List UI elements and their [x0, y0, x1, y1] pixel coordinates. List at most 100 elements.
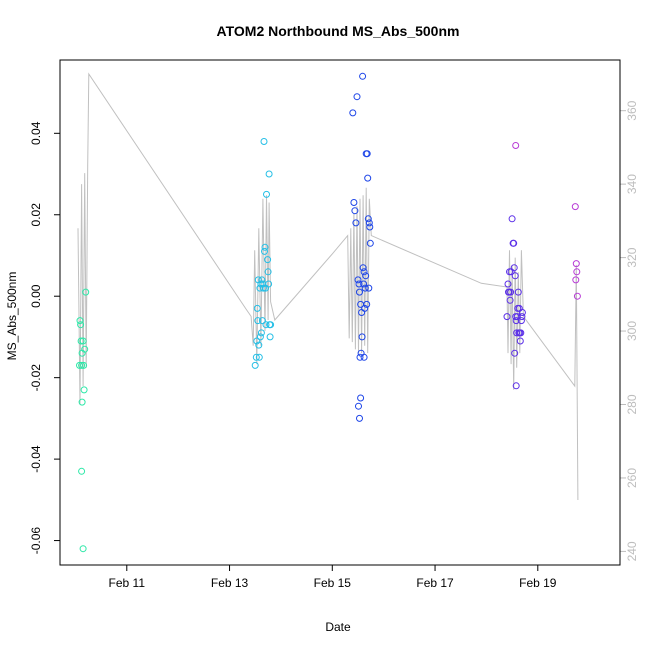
data-point — [258, 276, 266, 284]
axes: Feb 11 Feb 13 Feb 15 Feb 17 Feb 19 -0.06 -0.04… — [29, 100, 639, 590]
data-point — [573, 268, 581, 276]
data-point — [255, 353, 263, 361]
data-point — [351, 207, 359, 215]
data-point — [253, 337, 261, 345]
data-point — [512, 317, 520, 325]
data-point — [267, 321, 275, 329]
data-point — [354, 276, 362, 284]
x-tick-label: Feb 17 — [416, 576, 454, 590]
data-point — [362, 272, 370, 280]
data-point — [572, 260, 580, 268]
data-point — [517, 317, 525, 325]
data-point — [252, 353, 260, 361]
data-point — [360, 353, 368, 361]
data-point — [82, 288, 90, 296]
data-point — [366, 239, 374, 247]
y2-tick-label: 240 — [625, 541, 639, 561]
data-point — [363, 300, 371, 308]
data-point — [510, 264, 518, 272]
data-point — [513, 329, 521, 337]
data-point — [504, 280, 512, 288]
data-point — [262, 321, 270, 329]
y-tick-label: -0.04 — [29, 445, 43, 473]
data-point — [507, 288, 515, 296]
data-point — [503, 313, 511, 321]
data-point — [256, 284, 264, 292]
x-tick-label: Feb 13 — [211, 576, 249, 590]
data-point — [506, 296, 514, 304]
data-point — [511, 349, 519, 357]
data-point — [360, 268, 368, 276]
data-point — [518, 309, 526, 316]
data-point — [364, 215, 372, 223]
data-point — [357, 394, 365, 402]
data-point — [78, 398, 86, 406]
y2-tick-label: 280 — [625, 394, 639, 414]
data-point — [255, 341, 263, 349]
y-tick-label: -0.06 — [29, 527, 43, 555]
data-point — [79, 545, 87, 553]
x-tick-label: Feb 15 — [314, 576, 352, 590]
data-point — [355, 402, 362, 410]
data-point — [518, 313, 526, 321]
data-point — [361, 304, 369, 312]
x-axis-label: Date — [325, 620, 351, 634]
data-point — [353, 93, 361, 101]
data-point — [350, 199, 358, 206]
data-point — [514, 288, 522, 296]
y2-tick-label: 340 — [625, 174, 639, 194]
data-point — [261, 243, 269, 251]
data-point — [510, 239, 518, 247]
y2-tick-label: 360 — [625, 100, 639, 120]
data-point — [266, 333, 274, 341]
data-point — [508, 215, 516, 223]
data-point — [258, 317, 266, 325]
data-point — [359, 72, 367, 80]
data-point — [81, 345, 89, 353]
y2-tick-label: 260 — [625, 468, 639, 488]
data-point — [517, 329, 525, 337]
y-axis-label: MS_Abs_500nm — [5, 272, 19, 361]
data-point — [254, 317, 262, 325]
data-point — [512, 142, 520, 149]
data-point — [253, 304, 261, 312]
data-point — [358, 333, 366, 341]
data-point — [80, 361, 88, 369]
data-point — [79, 337, 87, 345]
data-point — [257, 280, 265, 288]
data-point — [356, 288, 363, 296]
data-point — [573, 292, 581, 300]
data-point — [512, 382, 520, 390]
y2-tick-label: 300 — [625, 321, 639, 341]
data-point — [511, 272, 519, 280]
x-tick-label: Feb 11 — [109, 576, 146, 590]
data-point — [361, 284, 369, 292]
data-point — [257, 329, 265, 337]
data-point — [77, 321, 85, 329]
data-point — [571, 203, 579, 211]
y-tick-label: 0.04 — [29, 121, 43, 145]
data-point — [355, 280, 363, 288]
data-point — [516, 337, 524, 345]
secondary-series-line — [77, 72, 579, 501]
data-point — [513, 313, 521, 321]
data-point — [356, 353, 364, 361]
data-point — [356, 414, 363, 422]
data-point — [78, 361, 86, 369]
data-point — [505, 288, 512, 296]
line-series — [77, 72, 579, 501]
y-tick-label: -0.02 — [29, 364, 43, 392]
data-point — [352, 219, 360, 227]
y-tick-label: 0.00 — [29, 284, 43, 308]
data-point — [349, 109, 357, 117]
data-point — [359, 264, 367, 272]
point-series — [76, 72, 581, 553]
data-point — [506, 268, 513, 276]
data-point — [572, 276, 580, 284]
y-tick-label: 0.02 — [29, 203, 43, 227]
plot-frame — [59, 59, 621, 566]
data-point — [76, 361, 83, 369]
data-point — [264, 256, 272, 264]
y2-tick-label: 320 — [625, 247, 639, 267]
